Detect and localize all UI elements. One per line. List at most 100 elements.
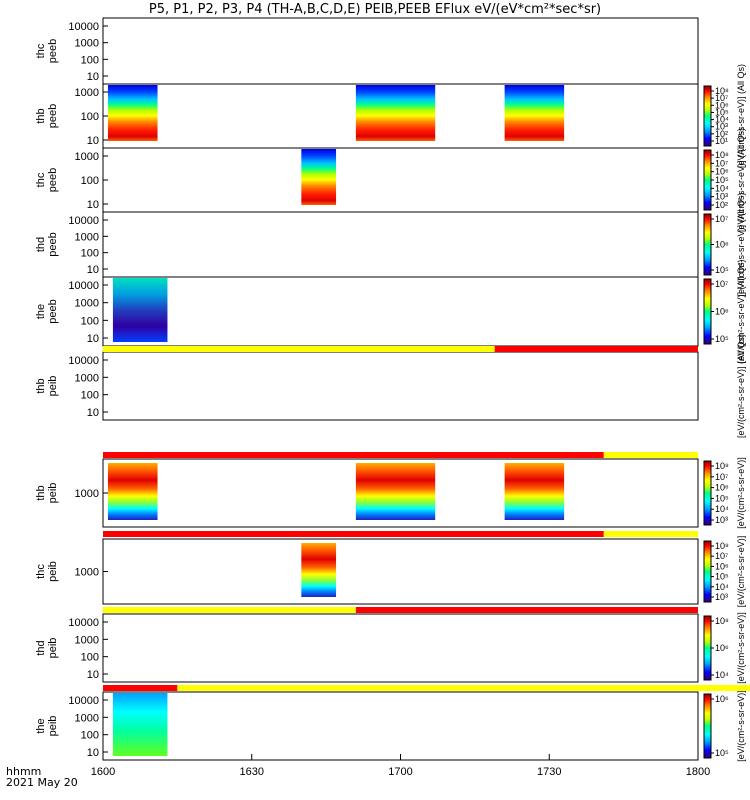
mode-bar xyxy=(103,531,698,537)
panel-label-probe: thb xyxy=(35,485,47,500)
colorbar-tick-label: 10⁵ xyxy=(715,748,729,758)
panel-label-probe: thb xyxy=(35,378,47,393)
colorbar-tick-label: 10⁶ xyxy=(715,100,729,110)
colorbar-tick-label: 10⁷ xyxy=(715,551,728,561)
colorbar-tick-label: 10⁵ xyxy=(715,572,729,582)
y-tick-label: 1000 xyxy=(75,712,99,724)
colorbar xyxy=(703,540,712,603)
colorbar-unit-label: [eV/(cm²-s-sr-eV)] (All Qs) xyxy=(736,193,746,297)
y-tick-label: 1000 xyxy=(75,151,99,163)
colorbar-tick-label: 10⁸ xyxy=(715,150,729,160)
y-tick-label: 100 xyxy=(81,175,99,187)
colorbar-tick-label: 10⁷ xyxy=(715,279,728,289)
y-tick-label: 10 xyxy=(87,264,99,276)
y-tick-label: 1000 xyxy=(75,38,99,50)
colorbar-tick-label: 10³ xyxy=(715,122,728,132)
panel-1: 10000 1000 100 10 thc peeb xyxy=(35,17,699,85)
panel-label-product: peib xyxy=(47,561,59,582)
panel-label-probe: the xyxy=(35,304,47,319)
y-tick-label: 10 xyxy=(87,135,99,147)
panel-frame xyxy=(102,211,699,278)
colorbar-unit-label: [eV/(cm²-s-sr-eV)] xyxy=(736,457,746,529)
mode-bar-segment-red xyxy=(103,685,178,691)
colorbar xyxy=(703,278,712,345)
x-tick-label: 1730 xyxy=(537,766,561,778)
x-tick-label: 1630 xyxy=(240,766,264,778)
colorbar-tick-label: 10⁷ xyxy=(715,93,728,103)
panel-5: 10000 1000 100 10 the peeb 10⁷ 10⁶ 10⁵ [eV/(cm²-s… xyxy=(35,260,746,364)
colorbar-unit-label: [eV/(cm²-s-sr-eV)] (All Qs) xyxy=(736,128,746,232)
panel-9: 10000 1000 100 10 thd peib 10⁸ 10⁶ 10⁴ [eV/(cm²-s… xyxy=(35,612,746,684)
colorbar-tick-label: 10⁷ xyxy=(715,158,728,168)
spectrogram-block xyxy=(504,85,565,141)
y-tick-label: 10000 xyxy=(68,215,99,227)
mode-bar-segment-red xyxy=(355,607,698,613)
colorbar-tick-label: 10⁸ xyxy=(715,461,729,471)
colorbar-tick-label: 10⁴ xyxy=(715,504,729,514)
colorbar-unit-label: [eV/(cm²-s-sr-eV)] (All Qs) xyxy=(736,334,746,438)
colorbar-tick-label: 10⁸ xyxy=(715,86,729,96)
panel-frame xyxy=(102,691,699,761)
panel-4: 10000 1000 100 10 thd peeb 10⁷ 10⁶ 10⁵ [eV/(cm²-s… xyxy=(35,193,746,297)
spectrogram-block xyxy=(107,85,158,141)
y-tick-label: 10 xyxy=(87,407,99,419)
mode-bar-segment-red xyxy=(494,346,698,352)
spectrogram-block xyxy=(301,149,337,205)
colorbar-tick-label: 10³ xyxy=(715,592,728,602)
y-tick-label: 100 xyxy=(81,54,99,66)
y-tick-label: 10000 xyxy=(68,695,99,707)
y-tick-label: 10000 xyxy=(68,617,99,629)
panel-6: 10000 1000 100 10 thb peib [eV/(cm²-s-sr-eV)] … xyxy=(35,334,746,438)
colorbar-tick-label: 10⁴ xyxy=(715,582,729,592)
mode-bar-segment-red xyxy=(103,452,604,458)
panel-frame xyxy=(102,538,699,605)
y-tick-label: 100 xyxy=(81,248,99,260)
mode-bar-segment-yellow xyxy=(603,452,698,458)
colorbar-tick-label: 10⁶ xyxy=(715,483,729,493)
y-tick-label: 10000 xyxy=(68,280,99,292)
colorbar-tick-label: 10⁵ xyxy=(715,334,729,344)
mode-bar-segment-yellow xyxy=(103,607,356,613)
y-tick-label: 1000 xyxy=(75,634,99,646)
colorbar-tick-label: 10³ xyxy=(715,192,728,202)
mode-bar xyxy=(103,685,750,691)
figure-title: P5, P1, P2, P3, P4 (TH-A,B,C,D,E) PEIB,P… xyxy=(148,2,602,17)
colorbar-unit-label: [eV/(cm²-s-sr-eV)] xyxy=(736,536,746,608)
y-tick-label: 10000 xyxy=(68,355,99,367)
panel-10: 10000 1000 100 10 the peib 10⁶ 10⁵ [eV/(cm²-s-sr… xyxy=(35,690,746,762)
colorbar-tick-label: 10⁶ xyxy=(715,240,729,250)
colorbar-tick-label: 10⁶ xyxy=(715,643,729,653)
mode-bar xyxy=(103,607,698,613)
colorbar-tick-label: 10⁶ xyxy=(715,307,729,317)
panel-label-probe: thc xyxy=(35,564,47,579)
mode-bar-segment-red xyxy=(103,531,604,537)
spectrogram-block xyxy=(504,463,565,520)
y-tick-label: 1000 xyxy=(75,298,99,310)
colorbar-unit-label: [eV/(cm²-s-sr-eV)] xyxy=(736,612,746,684)
colorbar xyxy=(703,615,712,681)
colorbar xyxy=(703,693,712,759)
y-tick-label: 10 xyxy=(87,669,99,681)
mode-bar-segment-yellow xyxy=(103,346,495,352)
colorbar-tick-label: 10⁵ xyxy=(715,107,729,117)
panel-frame xyxy=(102,351,699,421)
colorbar-tick-label: 10⁸ xyxy=(715,541,729,551)
y-tick-label: 1000 xyxy=(75,567,99,579)
y-tick-label: 10 xyxy=(87,333,99,345)
y-tick-label: 100 xyxy=(81,730,99,742)
colorbar-tick-label: 10⁷ xyxy=(715,214,728,224)
colorbar-tick-label: 10³ xyxy=(715,515,728,525)
colorbar-tick-label: 10⁵ xyxy=(715,493,729,503)
panel-label-probe: thb xyxy=(35,108,47,123)
colorbar xyxy=(703,460,712,526)
panel-frame xyxy=(102,17,699,85)
spectrogram-block xyxy=(355,463,436,520)
spectrogram-block xyxy=(112,278,168,342)
colorbar-unit-label: [eV/(cm²-s-sr-eV)] xyxy=(736,690,746,762)
date-label: 2021 May 20 xyxy=(6,776,78,789)
